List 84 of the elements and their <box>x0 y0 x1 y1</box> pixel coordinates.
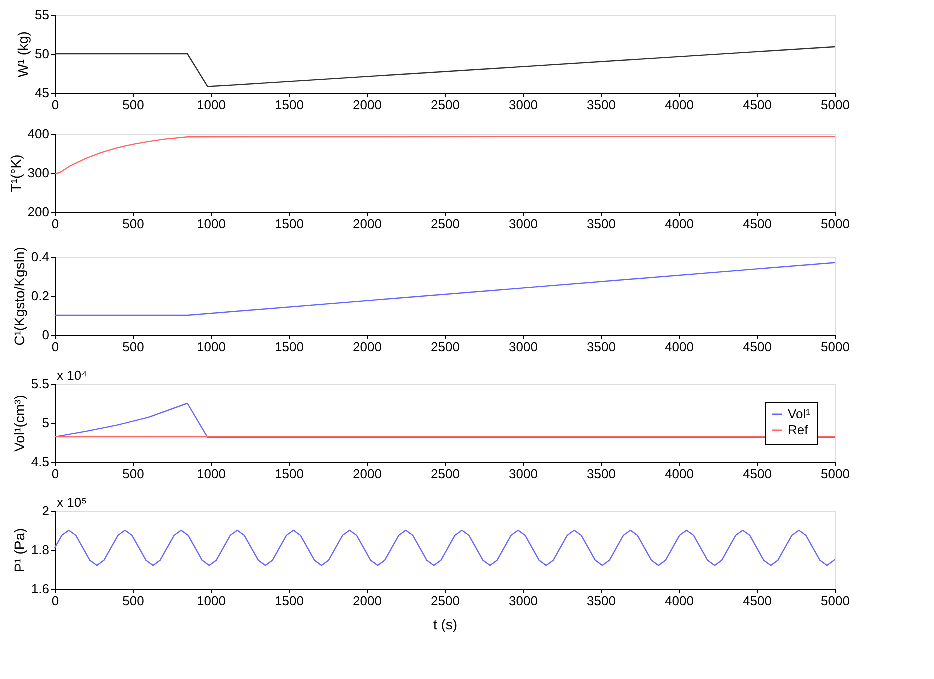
y-tick-label: 0 <box>42 328 50 342</box>
x-tick-label: 4500 <box>743 340 772 354</box>
x-tick-label: 1000 <box>197 594 226 608</box>
x-tick-label: 0 <box>52 98 60 112</box>
y-tick-label: 0.4 <box>31 250 50 264</box>
x-tick-label: 3000 <box>509 340 538 354</box>
x-tick-label: 0 <box>52 340 60 354</box>
x-tick-label: 5000 <box>821 594 850 608</box>
line-series <box>54 136 836 174</box>
y-axis-title: P¹ (Pa) <box>11 528 28 573</box>
x-tick-label: 3500 <box>587 98 616 112</box>
x-tick-label: 1500 <box>275 466 304 482</box>
x-tick-label: 3000 <box>509 216 538 232</box>
y-tick-label: 200 <box>28 204 50 220</box>
x-tick-label: 2000 <box>353 466 382 482</box>
y-axis-title: W¹ (kg) <box>15 32 32 78</box>
x-tick-label: 3000 <box>509 466 538 482</box>
x-tick-label: 3500 <box>587 216 616 232</box>
text: x 10⁵ <box>57 495 87 510</box>
line-series <box>54 46 836 88</box>
x-tick-label: 500 <box>122 216 144 232</box>
x-tick-label: 500 <box>122 594 144 608</box>
x-tick-label: 1000 <box>197 216 226 232</box>
x-tick-label: 1000 <box>197 340 226 354</box>
line-series <box>54 530 836 566</box>
x-tick-label: 2500 <box>431 98 460 112</box>
x-tick-label: 4500 <box>743 216 772 232</box>
x-tick-label: 500 <box>122 98 144 112</box>
y-axis-title: Vol¹(cm³) <box>11 395 28 452</box>
x-tick-label: 2500 <box>431 340 460 354</box>
x-tick-label: 3500 <box>587 594 616 608</box>
x-tick-label: 4500 <box>743 594 772 608</box>
y-axis-title: C¹(Kgsto/Kgsln) <box>11 247 28 346</box>
x-tick-label: 2000 <box>353 340 382 354</box>
x-tick-label: 5000 <box>821 466 850 482</box>
x-tick-label: 0 <box>52 594 60 608</box>
x-tick-label: 0 <box>52 466 60 482</box>
x-tick-label: 4500 <box>743 98 772 112</box>
y-tick-label: 4.5 <box>31 454 50 470</box>
x-tick-label: 1500 <box>275 340 304 354</box>
x-tick-label: 3500 <box>587 340 616 354</box>
text: x 10⁴ <box>57 368 88 383</box>
x-tick-label: 4000 <box>665 340 694 354</box>
x-tick-label: 2000 <box>353 98 382 112</box>
x-tick-label: 5000 <box>821 340 850 354</box>
y-axis-title: T¹(°K) <box>8 154 24 192</box>
y-tick-label: 400 <box>28 126 50 142</box>
x-tick-label: 2000 <box>353 594 382 608</box>
x-axis-title: t (s) <box>433 616 458 632</box>
x-tick-label: 4000 <box>665 466 694 482</box>
x-tick-label: 2500 <box>431 216 460 232</box>
x-tick-label: 0 <box>52 216 60 232</box>
y-tick-label: 50 <box>35 46 50 62</box>
y-tick-label: 5 <box>42 416 50 430</box>
y-tick-label: 45 <box>35 86 50 100</box>
x-tick-label: 3500 <box>587 466 616 482</box>
y-tick-label: 1.6 <box>31 582 50 596</box>
x-tick-label: 500 <box>122 466 144 482</box>
x-tick-label: 1500 <box>275 98 304 112</box>
x-tick-label: 4000 <box>665 216 694 232</box>
x-tick-label: 1000 <box>197 466 226 482</box>
y-tick-label: 2 <box>42 504 50 518</box>
x-tick-label: 4500 <box>743 466 772 482</box>
x-tick-label: 1500 <box>275 594 304 608</box>
x-tick-label: 2000 <box>353 216 382 232</box>
y-tick-label: 1.8 <box>31 542 50 558</box>
line-series <box>54 402 836 438</box>
x-tick-label: 1500 <box>275 216 304 232</box>
y-tick-label: 0.2 <box>31 288 50 304</box>
legend-label: Vol¹ <box>788 406 812 422</box>
x-tick-label: 2500 <box>431 594 460 608</box>
y-tick-label: 300 <box>28 166 50 180</box>
x-tick-label: 2500 <box>431 466 460 482</box>
x-tick-label: 4000 <box>665 594 694 608</box>
x-tick-label: 3000 <box>509 98 538 112</box>
x-tick-label: 1000 <box>197 98 226 112</box>
x-tick-label: 4000 <box>665 98 694 112</box>
x-tick-label: 5000 <box>821 216 850 232</box>
x-tick-label: 500 <box>122 340 144 354</box>
y-tick-label: 55 <box>35 8 50 22</box>
x-tick-label: 5000 <box>821 98 850 112</box>
x-tick-label: 3000 <box>509 594 538 608</box>
legend-label: Ref <box>788 422 809 438</box>
y-tick-label: 5.5 <box>31 376 50 392</box>
